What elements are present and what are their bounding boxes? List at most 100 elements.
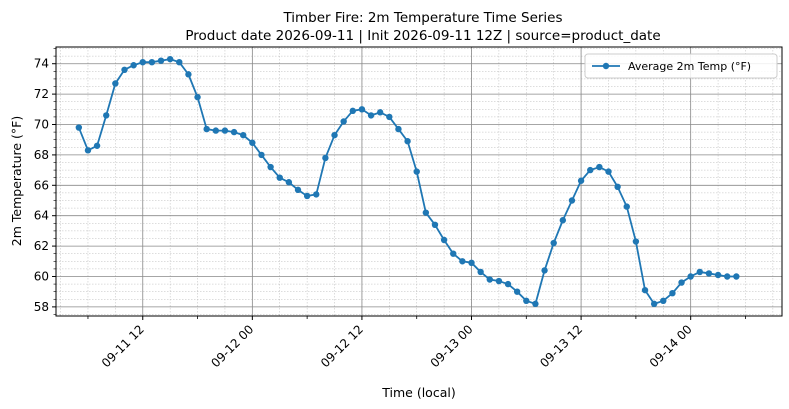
x-axis-label: Time (local) bbox=[381, 385, 455, 400]
data-point bbox=[258, 151, 265, 159]
data-point bbox=[431, 221, 439, 229]
data-point bbox=[596, 163, 603, 171]
data-point bbox=[313, 191, 320, 198]
data-point bbox=[523, 297, 530, 304]
data-point bbox=[541, 267, 548, 274]
data-point bbox=[587, 166, 594, 174]
data-point bbox=[559, 217, 567, 224]
data-point bbox=[303, 192, 311, 200]
data-point bbox=[477, 268, 484, 276]
data-point bbox=[358, 106, 366, 113]
data-point bbox=[103, 112, 110, 119]
chart-subtitle: Product date 2026-09-11 | Init 2026-09-1… bbox=[185, 28, 660, 44]
y-tick-label: 60 bbox=[34, 269, 49, 283]
data-point bbox=[176, 59, 183, 66]
y-axis-label: 2m Temperature (°F) bbox=[9, 116, 24, 246]
data-point bbox=[331, 131, 338, 139]
data-point bbox=[660, 297, 667, 304]
y-tick-label: 72 bbox=[34, 87, 49, 101]
data-point bbox=[724, 273, 731, 280]
data-point bbox=[221, 127, 229, 134]
x-tick-label: 09-11 12 bbox=[99, 322, 147, 370]
data-point bbox=[75, 124, 83, 131]
x-tick-label: 09-14 00 bbox=[647, 322, 695, 370]
data-point bbox=[623, 203, 630, 210]
data-point bbox=[166, 55, 174, 63]
data-point bbox=[157, 57, 165, 64]
data-point bbox=[276, 174, 283, 181]
data-point bbox=[632, 238, 640, 245]
data-point bbox=[459, 258, 466, 265]
y-tick-label: 62 bbox=[34, 239, 49, 253]
data-point bbox=[267, 163, 274, 171]
data-point bbox=[614, 183, 621, 191]
data-point bbox=[468, 259, 475, 267]
data-point bbox=[577, 177, 585, 184]
data-point bbox=[185, 71, 192, 78]
data-point bbox=[550, 239, 557, 247]
data-point bbox=[568, 197, 576, 204]
legend-label: Average 2m Temp (°F) bbox=[628, 60, 751, 73]
data-point bbox=[495, 277, 503, 285]
data-point bbox=[440, 236, 448, 244]
data-point bbox=[285, 179, 293, 186]
data-point bbox=[121, 66, 128, 74]
y-tick-label: 68 bbox=[34, 148, 49, 162]
data-point bbox=[249, 139, 256, 146]
x-tick-label: 09-12 00 bbox=[208, 322, 256, 370]
data-point bbox=[733, 273, 740, 280]
chart-title: Timber Fire: 2m Temperature Time Series bbox=[282, 10, 562, 26]
data-point bbox=[696, 268, 704, 276]
data-point bbox=[641, 286, 649, 294]
data-point bbox=[404, 138, 411, 145]
y-tick-label: 66 bbox=[34, 178, 49, 192]
data-point bbox=[230, 128, 238, 136]
series-line bbox=[77, 58, 737, 305]
x-axis: 09-11 12 09-12 00 09-12 12 09-13 00 09-13 12… bbox=[87, 316, 746, 370]
data-point bbox=[112, 80, 119, 87]
data-point bbox=[650, 300, 658, 308]
data-point bbox=[450, 250, 457, 257]
data-point bbox=[240, 131, 247, 139]
data-point bbox=[194, 93, 201, 101]
data-point bbox=[93, 142, 101, 149]
legend: Average 2m Temp (°F) bbox=[584, 53, 778, 79]
minor-grid bbox=[56, 47, 782, 316]
plot-area bbox=[55, 46, 783, 317]
data-point bbox=[513, 288, 521, 295]
data-point bbox=[678, 279, 685, 286]
data-point bbox=[340, 118, 347, 125]
x-tick-label: 09-12 12 bbox=[318, 322, 366, 370]
data-point bbox=[130, 62, 137, 69]
data-point bbox=[139, 59, 146, 66]
data-point bbox=[294, 186, 302, 194]
data-point bbox=[714, 271, 722, 279]
data-point bbox=[395, 125, 402, 133]
data-point bbox=[376, 109, 384, 116]
data-point bbox=[322, 154, 329, 162]
data-point bbox=[203, 125, 210, 133]
y-tick-label: 74 bbox=[34, 57, 49, 71]
data-point bbox=[386, 113, 393, 121]
series-layer bbox=[75, 55, 740, 308]
y-tick-label: 64 bbox=[34, 209, 49, 223]
data-point bbox=[669, 290, 676, 297]
legend-box bbox=[584, 53, 778, 79]
data-point bbox=[486, 276, 493, 283]
x-tick-label: 09-13 12 bbox=[537, 322, 585, 370]
data-point bbox=[349, 107, 356, 115]
data-point bbox=[605, 168, 612, 175]
y-tick-label: 70 bbox=[34, 118, 49, 132]
data-point bbox=[504, 280, 512, 288]
major-grid bbox=[56, 47, 782, 316]
y-tick-label: 58 bbox=[34, 300, 49, 314]
data-point bbox=[705, 270, 713, 277]
data-point bbox=[148, 59, 156, 66]
data-point bbox=[84, 147, 92, 154]
data-point bbox=[687, 273, 694, 280]
legend-dot-marker bbox=[602, 62, 610, 70]
data-point bbox=[532, 300, 539, 308]
data-point bbox=[413, 168, 420, 175]
data-point bbox=[367, 112, 375, 119]
